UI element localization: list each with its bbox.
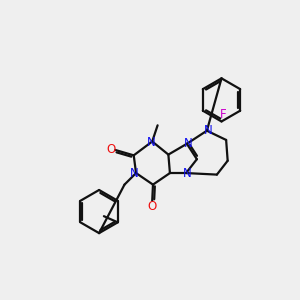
- Text: N: N: [183, 167, 192, 180]
- Text: N: N: [184, 136, 193, 149]
- Text: F: F: [220, 108, 226, 121]
- Text: N: N: [204, 124, 213, 137]
- Text: N: N: [147, 136, 156, 149]
- Text: N: N: [130, 167, 139, 180]
- Text: O: O: [148, 200, 157, 213]
- Text: O: O: [107, 143, 116, 156]
